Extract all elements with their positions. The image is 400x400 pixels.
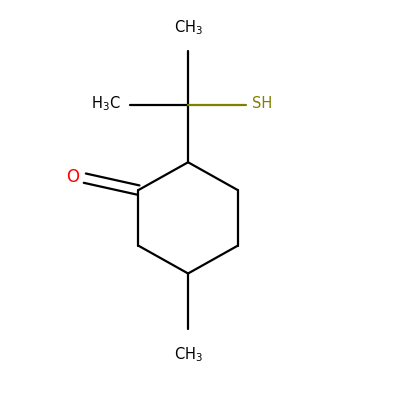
Text: O: O bbox=[66, 168, 79, 186]
Text: H$_3$C: H$_3$C bbox=[91, 94, 120, 113]
Text: SH: SH bbox=[252, 96, 272, 111]
Text: CH$_3$: CH$_3$ bbox=[174, 345, 202, 364]
Text: CH$_3$: CH$_3$ bbox=[174, 18, 202, 37]
